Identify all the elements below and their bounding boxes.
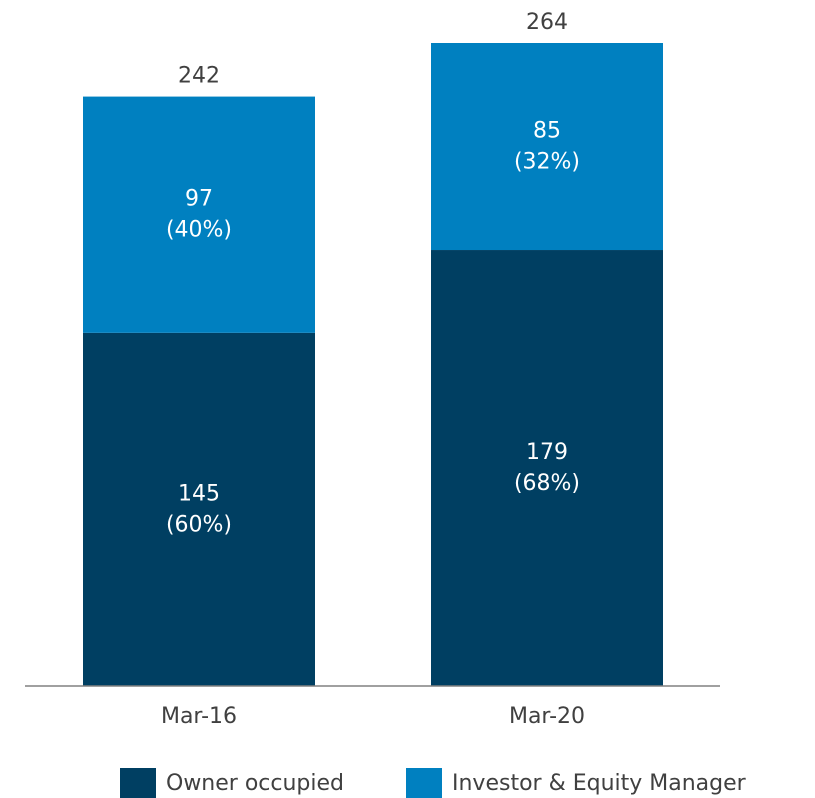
share-label: (68%) <box>514 471 580 496</box>
x-tick-label: Mar-20 <box>509 704 585 729</box>
bar-segment <box>83 96 315 333</box>
legend-label: Investor & Equity Manager <box>452 771 747 796</box>
bar-segment <box>431 250 663 686</box>
legend-swatch <box>120 768 156 798</box>
data-label: 179 <box>526 440 568 465</box>
total-label: 242 <box>178 64 220 89</box>
total-label: 264 <box>526 10 568 35</box>
bar-segment <box>431 43 663 251</box>
share-label: (40%) <box>166 218 232 243</box>
bar-segment <box>83 332 315 686</box>
legend-swatch <box>406 768 442 798</box>
share-label: (60%) <box>166 512 232 537</box>
data-label: 145 <box>178 481 220 506</box>
data-label: 97 <box>185 187 213 212</box>
x-tick-label: Mar-16 <box>161 704 237 729</box>
legend-label: Owner occupied <box>166 771 344 796</box>
share-label: (32%) <box>514 150 580 175</box>
data-label: 85 <box>533 119 561 144</box>
